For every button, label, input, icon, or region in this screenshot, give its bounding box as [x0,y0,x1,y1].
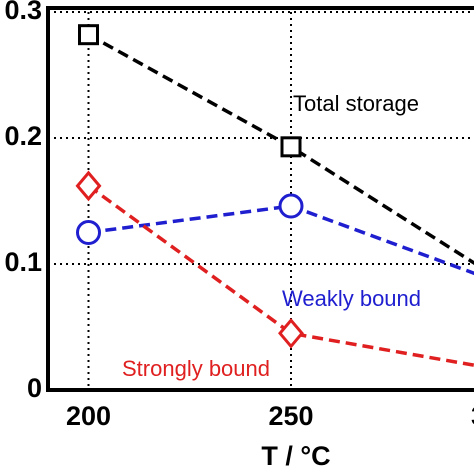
marker [78,24,99,46]
series-label: Strongly bound [122,356,270,381]
marker [278,317,304,349]
marker [280,136,302,158]
marker [76,220,101,245]
marker [278,193,304,219]
y-tick-label: 0.3 [4,0,42,25]
plot-frame [46,6,474,392]
series-line [88,204,474,276]
marker [75,170,102,202]
series-label: Total storage [293,91,419,116]
x-tick-label: 300 [471,401,474,431]
y-tick-label: 0.2 [4,121,42,151]
x-tick-label: 250 [268,401,313,431]
x-tick-label: 200 [66,401,111,431]
series-label: Weakly bound [282,286,421,311]
y-tick-label: 0.1 [4,247,42,277]
y-tick-label: 0 [27,373,42,403]
x-axis-label: T / °C [261,441,330,471]
